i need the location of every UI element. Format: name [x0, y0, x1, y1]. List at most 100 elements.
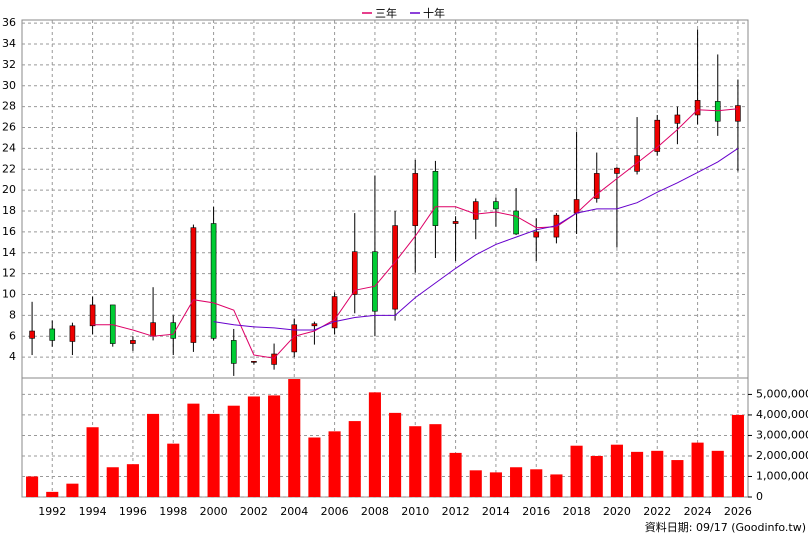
x-tick-label: 2002: [240, 505, 268, 518]
volume-bar: [147, 413, 160, 497]
candle-body: [694, 100, 701, 116]
volume-bar: [449, 452, 462, 497]
plot-frame: [21, 19, 749, 498]
volume-bar: [167, 443, 180, 497]
y-tick-label: 6: [9, 329, 16, 342]
candle-body: [109, 304, 116, 344]
volume-bar: [207, 413, 220, 497]
x-tick-label: 2020: [603, 505, 631, 518]
volume-bar: [651, 450, 664, 497]
footer: 資料日期: 09/17 (Goodinfo.tw): [645, 520, 806, 534]
candle-body: [331, 296, 338, 329]
candle-body: [190, 227, 197, 343]
x-tick-label: 2014: [482, 505, 510, 518]
volume-bar: [570, 445, 583, 497]
volume-bar: [631, 451, 644, 497]
candle-body: [130, 340, 136, 344]
x-tick-label: 2004: [280, 505, 308, 518]
legend-label: 十年: [423, 6, 445, 20]
volume-bar: [550, 474, 563, 497]
x-tick-label: 2016: [522, 505, 550, 518]
y-tick-label: 26: [2, 121, 16, 134]
volume-bar: [691, 442, 704, 497]
y-tick-label: 30: [2, 79, 16, 92]
y2-tick-label: 0: [756, 490, 763, 503]
candle-body: [230, 340, 237, 364]
candle-body: [412, 173, 419, 226]
volume-bar: [489, 472, 502, 497]
candle-body: [271, 353, 277, 365]
candle-body: [392, 225, 398, 310]
y-tick-label: 14: [2, 246, 16, 259]
x-tick-label: 2018: [563, 505, 591, 518]
x-tick-label: 1994: [79, 505, 107, 518]
volume-bar: [247, 396, 260, 497]
volume-bar: [26, 476, 39, 497]
x-tick-label: 2008: [361, 505, 389, 518]
candle-body: [251, 361, 257, 363]
volume-bar: [469, 470, 482, 497]
candle-body: [593, 173, 600, 199]
candle-body: [513, 210, 519, 235]
y-tick-label: 34: [2, 37, 16, 50]
candle-body: [452, 221, 459, 224]
volume-bar: [268, 395, 281, 497]
candle-body: [735, 105, 741, 122]
y-tick-label: 8: [9, 308, 16, 321]
volume-bar: [66, 483, 79, 497]
x-tick-label: 2024: [684, 505, 712, 518]
volume-bar: [530, 469, 543, 497]
x-tick-label: 2010: [401, 505, 429, 518]
ma-line: [92, 108, 738, 359]
y-tick-label: 4: [9, 350, 16, 363]
legend-label: 三年: [375, 6, 397, 20]
candle-body: [372, 251, 378, 312]
y2-tick-label: 4,000,000: [756, 408, 808, 421]
x-tick-label: 1996: [119, 505, 147, 518]
y-tick-label: 36: [2, 16, 16, 29]
volume-bar: [590, 455, 603, 497]
y2-tick-label: 1,000,000: [756, 469, 808, 482]
candle-body: [714, 101, 721, 122]
volume-bar: [288, 379, 301, 497]
volume-bar: [711, 450, 724, 497]
y-tick-label: 18: [2, 204, 16, 217]
candle-body: [210, 223, 217, 339]
y-tick-label: 28: [2, 100, 16, 113]
candle-body: [493, 201, 499, 210]
x-tick-label: 2022: [643, 505, 671, 518]
ma-line: [213, 147, 739, 331]
volume-bar: [227, 405, 240, 497]
volume-bar: [731, 414, 744, 497]
candle-body: [654, 119, 661, 152]
candle-body: [49, 328, 56, 341]
volume-bar: [46, 491, 59, 497]
candle-body: [89, 304, 96, 327]
y-tick-label: 10: [2, 288, 16, 301]
y-tick-label: 16: [2, 225, 16, 238]
candle-body: [150, 322, 156, 337]
volume-bar: [389, 412, 402, 497]
volume-bar: [308, 437, 321, 497]
y-tick-label: 24: [2, 141, 16, 154]
y-tick-label: 22: [2, 162, 16, 175]
candle-body: [69, 325, 76, 342]
x-tick-label: 2012: [442, 505, 470, 518]
candle-body: [533, 231, 540, 238]
volume-bar: [510, 467, 523, 497]
volume-bar: [610, 444, 623, 497]
volume-bar: [348, 421, 361, 497]
volume-bar: [86, 427, 99, 497]
y-tick-label: 32: [2, 58, 16, 71]
candle-body: [432, 171, 439, 226]
volume-bar: [671, 460, 684, 497]
y-tick-label: 20: [2, 183, 16, 196]
candle-body: [614, 167, 620, 174]
y2-tick-label: 2,000,000: [756, 449, 808, 462]
y-tick-label: 12: [2, 267, 16, 280]
candle-body: [351, 251, 358, 295]
y2-tick-label: 5,000,000: [756, 387, 808, 400]
volume-bar: [328, 431, 341, 497]
candle-body: [29, 330, 35, 339]
